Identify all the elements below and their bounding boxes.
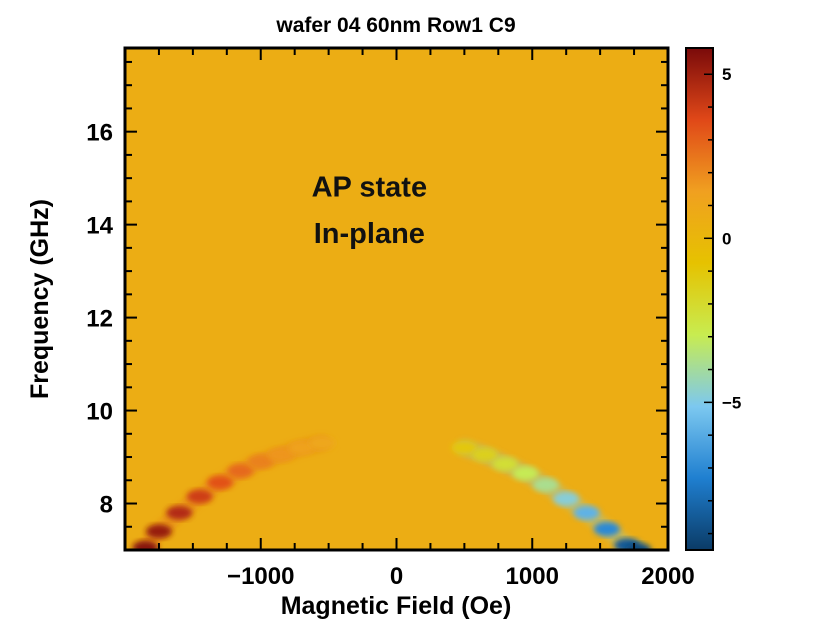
- heatmap-cell: [207, 475, 234, 490]
- heatmap-cell: [512, 466, 539, 481]
- heatmap-cell: [492, 457, 519, 472]
- annotation-in-plane: In-plane: [314, 218, 425, 250]
- colorbar: [685, 47, 714, 551]
- heatmap-cell: [268, 447, 295, 462]
- y-tick-label: 14: [86, 213, 113, 240]
- annotation-ap-state: AP state: [312, 172, 428, 204]
- y-tick-label: 10: [86, 399, 113, 426]
- heatmap-cell: [573, 505, 600, 520]
- y-tick-label: 12: [86, 306, 113, 333]
- heatmap-cell: [471, 447, 498, 462]
- x-tick-label: 2000: [641, 563, 694, 590]
- heatmap-background: [125, 48, 668, 550]
- colorbar-tick-label: −5: [722, 393, 741, 412]
- heatmap-cell: [145, 524, 172, 539]
- heatmap-cell: [532, 477, 559, 492]
- colorbar-tick-label: 5: [722, 65, 731, 84]
- heatmap-cell: [186, 489, 213, 504]
- heatmap-cell: [593, 522, 620, 537]
- x-tick-label: 1000: [506, 563, 559, 590]
- heatmap-cell: [227, 463, 254, 478]
- colorbar-tick-label: 0: [722, 229, 731, 248]
- x-axis-label: Magnetic Field (Oe): [281, 592, 512, 620]
- x-tick-label: 0: [390, 563, 403, 590]
- heatmap-cell: [625, 543, 652, 550]
- resonance-branch-2-glow: [456, 439, 647, 550]
- heatmap-cell: [247, 454, 274, 469]
- heatmap-cell: [132, 540, 159, 550]
- heatmap-cell: [451, 440, 478, 455]
- heatmap-cell: [288, 440, 315, 455]
- chart-title: wafer 04 60nm Row1 C9: [275, 14, 515, 37]
- heatmap-cell: [553, 491, 580, 506]
- y-axis-label: Frequency (GHz): [26, 199, 54, 399]
- y-tick-label: 16: [86, 120, 113, 147]
- heatmap-cell: [308, 436, 335, 451]
- y-tick-label: 8: [100, 492, 113, 519]
- x-tick-label: −1000: [227, 563, 294, 590]
- heatmap-cell: [166, 505, 193, 520]
